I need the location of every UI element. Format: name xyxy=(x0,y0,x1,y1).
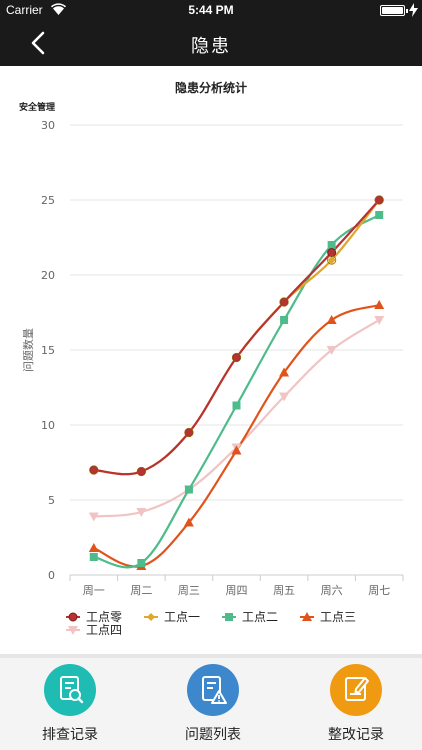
legend-marker xyxy=(147,613,155,621)
data-point xyxy=(327,241,336,249)
tab-issue-list[interactable]: 问题列表 xyxy=(153,658,273,750)
y-tick-label: 15 xyxy=(41,344,55,357)
legend-label: 工点四 xyxy=(86,623,122,637)
doc-search-icon xyxy=(60,676,84,704)
y-tick-label: 20 xyxy=(41,269,55,282)
data-point-outline xyxy=(231,352,242,363)
data-point-outline xyxy=(89,465,99,475)
legend-label: 工点三 xyxy=(320,610,356,624)
status-time: 5:44 PM xyxy=(188,3,234,17)
y-tick-label: 5 xyxy=(48,494,55,507)
data-point xyxy=(279,392,290,402)
chart-subtitle: 安全管理 xyxy=(19,101,55,113)
wifi-icon xyxy=(51,3,66,15)
doc-edit-icon xyxy=(345,677,369,701)
data-point xyxy=(89,553,98,561)
legend-marker xyxy=(302,612,312,621)
data-point-outline xyxy=(279,297,289,307)
legend-marker xyxy=(225,613,233,621)
data-point xyxy=(374,300,385,309)
y-tick-label: 25 xyxy=(41,194,55,207)
tab-issue-list-label: 问题列表 xyxy=(185,727,241,743)
data-point xyxy=(184,485,193,494)
data-point xyxy=(231,445,242,455)
data-point-outline xyxy=(136,466,146,477)
data-point xyxy=(280,316,289,324)
data-point xyxy=(136,508,147,517)
status-bar: Carrier 5:44 PM xyxy=(0,0,422,20)
x-tick-label: 周三 xyxy=(178,584,200,597)
data-point xyxy=(88,543,99,552)
data-point xyxy=(326,315,337,324)
data-point xyxy=(279,367,290,377)
data-point xyxy=(88,512,99,522)
legend-label: 工点二 xyxy=(242,610,278,624)
data-point xyxy=(327,248,337,257)
issue-list-icon-bg xyxy=(187,664,239,716)
tab-rectification-records-label: 整改记录 xyxy=(328,727,384,743)
y-tick-label: 30 xyxy=(41,119,55,132)
legend-label: 工点一 xyxy=(164,610,200,624)
y-tick-label: 10 xyxy=(41,419,55,432)
y-axis-title: 问题数量 xyxy=(22,328,35,372)
data-point xyxy=(326,346,337,355)
legend-marker xyxy=(68,626,78,635)
y-tick-label: 0 xyxy=(48,569,55,582)
x-tick-label: 周二 xyxy=(130,584,152,597)
bottom-tab-bar: 排查记录 问题列表 整改记录 xyxy=(0,658,422,750)
series-line-4 xyxy=(93,319,380,518)
charging-bolt-icon xyxy=(409,3,418,17)
legend-label: 工点零 xyxy=(86,610,122,624)
navigation-bar: 隐患 xyxy=(0,20,422,66)
tab-rectification-records[interactable]: 整改记录 xyxy=(296,658,416,750)
tab-inspection-records-label: 排查记录 xyxy=(42,727,98,743)
inspection-records-icon-bg xyxy=(44,664,96,716)
x-tick-label: 周五 xyxy=(273,584,295,597)
x-tick-label: 周七 xyxy=(368,584,390,597)
page-title: 隐患 xyxy=(191,36,231,57)
data-point-outline xyxy=(327,255,337,265)
x-tick-label: 周六 xyxy=(321,584,343,597)
hazard-chart: 隐患分析统计安全管理问题数量 0 5 10 15 20 25 30 周一 周二 周三 周四 周五 周六 周七… xyxy=(0,66,422,654)
tab-inspection-records[interactable]: 排查记录 xyxy=(10,658,130,750)
data-point xyxy=(137,559,146,567)
doc-warning-icon xyxy=(202,676,227,704)
series-line-2 xyxy=(93,214,380,569)
data-point xyxy=(183,517,194,527)
divider xyxy=(0,654,422,658)
chart-title: 隐患分析统计 xyxy=(175,80,247,95)
data-point xyxy=(374,316,385,325)
back-button[interactable] xyxy=(26,30,52,56)
data-point xyxy=(232,401,241,410)
data-point xyxy=(327,256,336,264)
series-line-3 xyxy=(93,303,380,568)
data-point-outline xyxy=(374,195,384,205)
x-tick-label: 周一 xyxy=(83,584,105,597)
battery-icon xyxy=(380,5,408,16)
data-point-outline xyxy=(184,427,194,438)
carrier-label: Carrier xyxy=(6,3,43,17)
rectification-records-icon-bg xyxy=(330,664,382,716)
legend-marker xyxy=(68,612,78,622)
data-point xyxy=(375,211,384,219)
x-tick-label: 周四 xyxy=(226,584,248,597)
chevron-left-icon xyxy=(31,31,45,55)
